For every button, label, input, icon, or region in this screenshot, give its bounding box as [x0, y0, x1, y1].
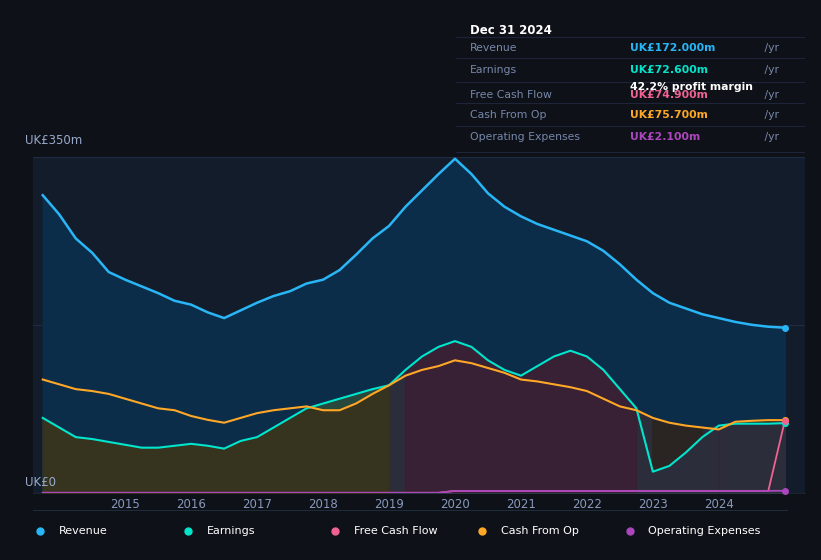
- Text: UK£172.000m: UK£172.000m: [631, 43, 715, 53]
- Text: UK£75.700m: UK£75.700m: [631, 110, 708, 120]
- Text: Revenue: Revenue: [470, 43, 517, 53]
- Text: Earnings: Earnings: [207, 526, 255, 536]
- Text: 42.2% profit margin: 42.2% profit margin: [631, 82, 753, 92]
- Text: Cash From Op: Cash From Op: [501, 526, 579, 536]
- Text: Operating Expenses: Operating Expenses: [470, 132, 580, 142]
- Text: UK£74.900m: UK£74.900m: [631, 90, 708, 100]
- Text: UK£350m: UK£350m: [25, 134, 82, 147]
- Text: Free Cash Flow: Free Cash Flow: [470, 90, 552, 100]
- Text: /yr: /yr: [761, 90, 779, 100]
- Text: /yr: /yr: [761, 132, 779, 142]
- Text: Earnings: Earnings: [470, 64, 516, 74]
- Text: Cash From Op: Cash From Op: [470, 110, 546, 120]
- Text: Dec 31 2024: Dec 31 2024: [470, 24, 552, 37]
- Text: Operating Expenses: Operating Expenses: [649, 526, 761, 536]
- Text: UK£2.100m: UK£2.100m: [631, 132, 700, 142]
- Text: /yr: /yr: [761, 64, 779, 74]
- Text: UK£72.600m: UK£72.600m: [631, 64, 709, 74]
- Text: Revenue: Revenue: [59, 526, 108, 536]
- Text: UK£0: UK£0: [25, 477, 56, 489]
- Text: /yr: /yr: [761, 43, 779, 53]
- Text: Free Cash Flow: Free Cash Flow: [354, 526, 438, 536]
- Text: /yr: /yr: [761, 110, 779, 120]
